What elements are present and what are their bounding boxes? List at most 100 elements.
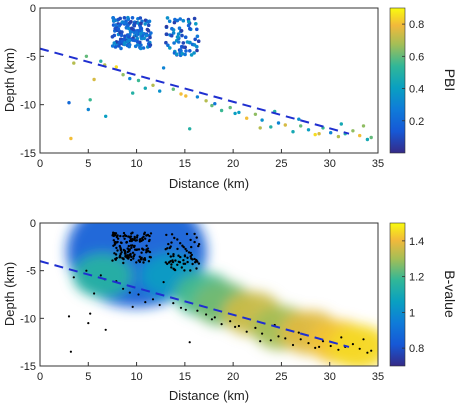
data-point [228, 105, 232, 110]
data-point [204, 99, 208, 103]
cluster-point [145, 244, 148, 247]
data-point [291, 130, 295, 134]
cluster-point [114, 242, 117, 245]
x-tick-label: 5 [85, 158, 91, 170]
cluster-point [173, 236, 176, 240]
cluster-point [165, 16, 170, 20]
cluster-point [112, 239, 116, 242]
data-point [219, 108, 224, 113]
data-point [84, 54, 89, 58]
cluster-point [169, 255, 172, 258]
cluster-point [116, 237, 120, 240]
colorbar-tick-label: 1.2 [409, 272, 424, 284]
y-tick-label: -10 [20, 100, 36, 112]
cluster-point [141, 46, 146, 50]
cluster-point [195, 48, 199, 53]
cluster-point [139, 257, 143, 261]
x-tick-label: 30 [324, 371, 336, 383]
cluster-point [179, 29, 184, 33]
cluster-point [164, 40, 168, 45]
data-point [340, 336, 343, 339]
cluster-point [146, 20, 150, 24]
data-point [329, 131, 333, 135]
cluster-point [176, 238, 179, 241]
data-point [365, 137, 370, 142]
data-point [104, 328, 107, 331]
cluster-point [182, 259, 185, 262]
cluster-point [148, 43, 153, 47]
cluster-point [164, 32, 169, 36]
cluster-point [130, 15, 135, 20]
cluster-point [118, 254, 122, 257]
data-point [313, 132, 317, 137]
cluster-point [136, 248, 139, 251]
cluster-point [139, 46, 143, 51]
pbi-colorbar-label: PBI [442, 69, 458, 92]
data-point [269, 339, 272, 342]
cluster-point [197, 244, 200, 248]
cluster-point [183, 254, 187, 257]
cluster-point [142, 36, 146, 41]
cluster-point [165, 233, 168, 237]
cluster-point [114, 258, 118, 261]
data-point [213, 102, 217, 106]
cluster-point [122, 248, 126, 252]
cluster-point [122, 261, 125, 265]
cluster-point [149, 31, 153, 35]
y-tick-label: -5 [26, 266, 36, 278]
data-point [69, 136, 73, 141]
cluster-point [113, 252, 116, 255]
data-point [87, 322, 90, 325]
cluster-point [183, 35, 188, 39]
data-point [337, 348, 340, 351]
cluster-point [135, 261, 138, 264]
cluster-point [177, 254, 180, 257]
cluster-point [194, 261, 197, 264]
cluster-point [174, 52, 179, 56]
cluster-point [181, 18, 186, 23]
data-point [151, 298, 155, 301]
data-point [67, 101, 71, 105]
cluster-point [189, 269, 192, 272]
data-point [269, 125, 273, 129]
panel-pbi: 0 5 10 15 20 25 30 35 0 -5 -10 -15 Distance (km) D… [2, 3, 458, 191]
colorbar-tick-label: 0.8 [409, 19, 424, 31]
cluster-point [168, 46, 172, 50]
cluster-point [130, 246, 133, 249]
data-point [297, 331, 300, 334]
data-point [306, 128, 311, 132]
cluster-point [128, 253, 131, 257]
data-point [144, 301, 147, 304]
data-point [72, 61, 76, 65]
bvalue-plot-frame [39, 222, 379, 367]
cluster-point [177, 260, 180, 263]
data-point [351, 343, 354, 346]
cluster-point [143, 258, 147, 262]
data-point [93, 292, 96, 295]
cluster-point [192, 51, 196, 55]
colorbar-tick-label: 0.8 [409, 343, 424, 355]
data-point [361, 124, 366, 128]
data-point [339, 122, 343, 126]
data-point [233, 111, 237, 116]
cluster-point [112, 33, 117, 38]
data-point [161, 66, 166, 70]
cluster-point [126, 247, 129, 250]
data-point [85, 269, 88, 272]
cluster-point [121, 257, 124, 260]
cluster-point [189, 251, 192, 255]
cluster-point [125, 33, 130, 37]
cluster-point [133, 253, 136, 256]
cluster-point [139, 238, 142, 241]
data-point [370, 349, 373, 352]
y-tick-label: 0 [30, 218, 36, 230]
data-point [210, 103, 214, 108]
cluster-point [147, 260, 151, 263]
cluster-point [115, 246, 118, 250]
cluster-point [141, 238, 145, 242]
data-point [358, 347, 361, 350]
cluster-point [138, 16, 143, 20]
data-point [259, 340, 262, 343]
cluster-point [176, 247, 179, 251]
bvalue-colorbar-ticks: 0.8 1 1.2 1.4 [402, 236, 424, 355]
